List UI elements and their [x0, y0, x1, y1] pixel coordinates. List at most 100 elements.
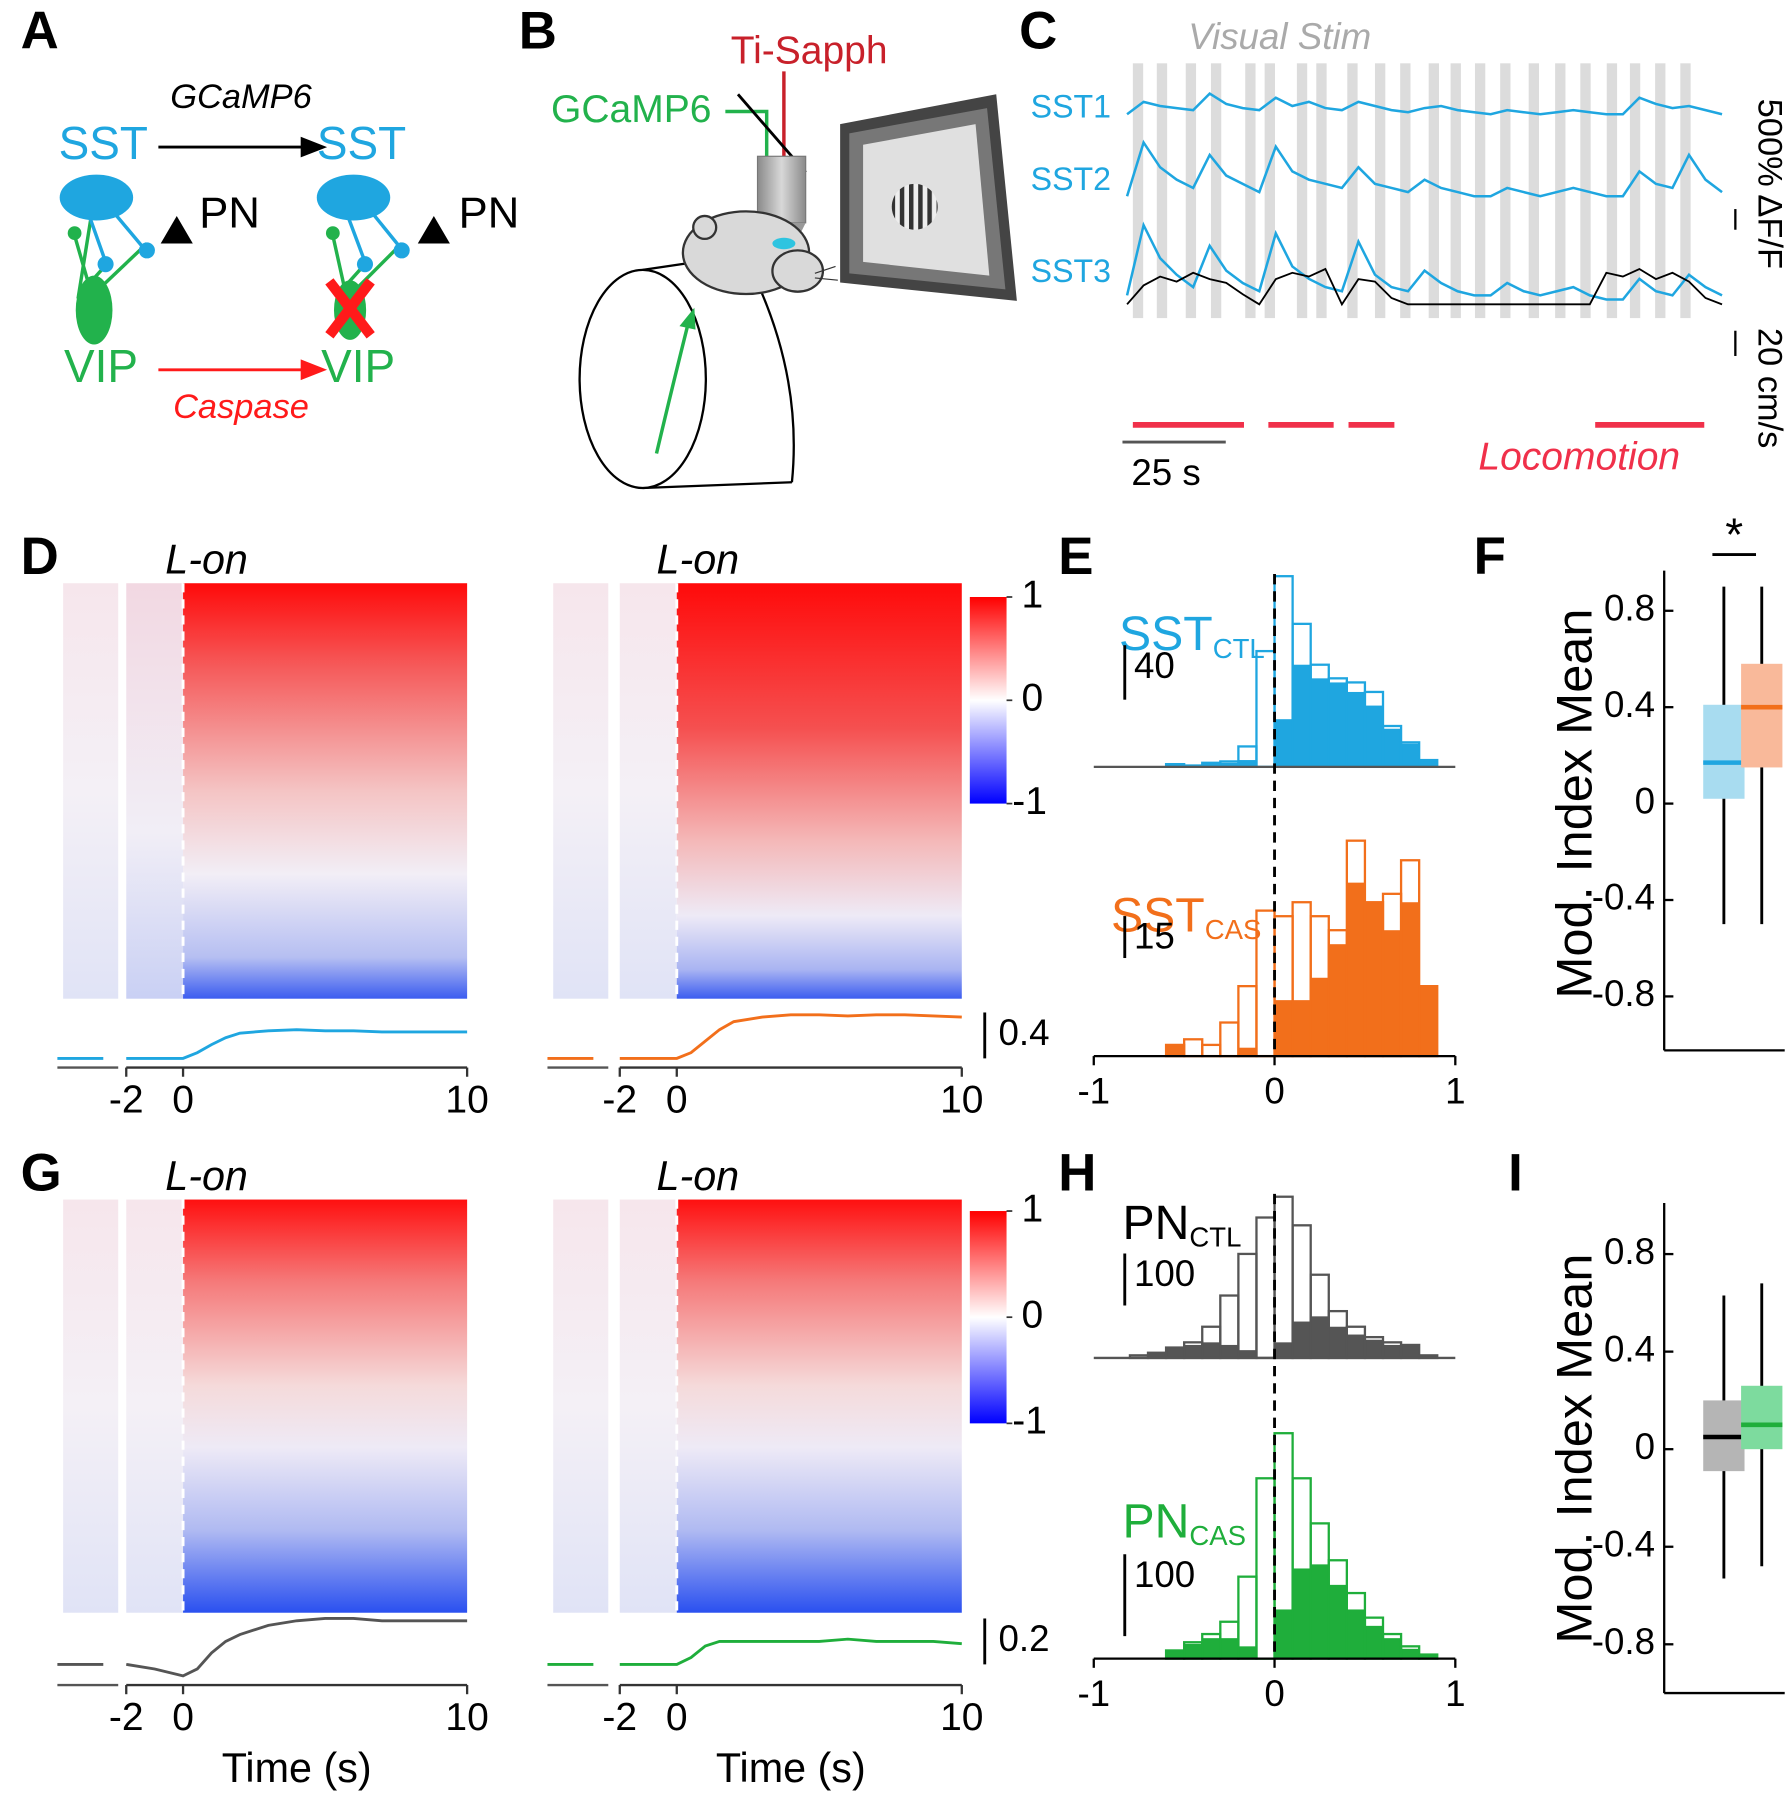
- cell-label: VIP: [64, 340, 138, 392]
- trace-label: SST1: [1031, 89, 1111, 125]
- scale-label: 25 s: [1131, 452, 1200, 493]
- heatmap-pre: [553, 583, 609, 999]
- x-tick-label: 0: [1264, 1673, 1284, 1714]
- count-bar: [1255, 649, 1276, 769]
- dff-trace: [1125, 139, 1723, 198]
- indicator-label: GCaMP6: [551, 88, 711, 131]
- x-tick-label: 0: [172, 1078, 194, 1121]
- heatmap-title: L-on: [656, 536, 739, 582]
- count-bar: [1255, 1477, 1276, 1660]
- significant-bar: [1310, 1316, 1329, 1358]
- significant-bar: [1184, 1344, 1203, 1358]
- significant-bar: [1383, 728, 1402, 767]
- significant-bar: [1274, 1342, 1293, 1358]
- significant-bar: [1238, 1646, 1257, 1659]
- box: [1741, 663, 1783, 768]
- significant-bar: [1383, 930, 1402, 1057]
- panel-letter: E: [1058, 527, 1093, 586]
- scale-label: 100: [1134, 1554, 1195, 1595]
- heatmap-baseline: [126, 1199, 184, 1613]
- significant-bar: [1401, 902, 1420, 1057]
- x-tick-label: 1: [1445, 1071, 1465, 1112]
- significant-bar: [1364, 1339, 1384, 1358]
- x-tick-label: 10: [940, 1696, 983, 1739]
- x-tick-label: -2: [602, 1696, 637, 1739]
- hist-subscript: CTL: [1189, 1222, 1241, 1253]
- significant-bar: [1346, 1609, 1365, 1659]
- stim-band: [1347, 63, 1358, 319]
- scale-label: 40: [1134, 645, 1175, 686]
- significance: *: [1725, 509, 1743, 561]
- cell-label: PN: [459, 189, 520, 237]
- colorbar-label: 1: [1021, 1187, 1043, 1230]
- dff-trace: [1125, 221, 1723, 301]
- panel-letter: D: [21, 527, 59, 586]
- significant-bar: [1148, 1352, 1167, 1358]
- significant-bar: [1274, 1000, 1293, 1057]
- significant-bar: [1238, 1047, 1257, 1057]
- trace-label: SST3: [1031, 253, 1111, 289]
- y-tick-label: -0.8: [1592, 973, 1655, 1014]
- stim-band: [1316, 63, 1327, 319]
- arrow-head: [300, 359, 328, 381]
- significant-bar: [1346, 882, 1365, 1057]
- scale-label: 0.2: [999, 1618, 1050, 1659]
- y-tick-label: -0.8: [1592, 1621, 1655, 1662]
- significant-bar: [1328, 1326, 1347, 1358]
- scale-label: 20 cm/s: [1750, 328, 1787, 449]
- colorbar: [969, 597, 1007, 804]
- significant-bar: [1364, 902, 1384, 1057]
- cell-label: PN: [199, 189, 260, 237]
- significant-bar: [1364, 1625, 1384, 1659]
- colorbar-label: -1: [1012, 1400, 1047, 1443]
- x-tick-label: -1: [1077, 1071, 1110, 1112]
- hist-subscript: CTL: [1213, 633, 1265, 664]
- stim-band: [1629, 63, 1641, 319]
- panel-letter: B: [519, 2, 557, 61]
- stim-band: [1428, 63, 1440, 319]
- x-tick-label: -2: [109, 1078, 144, 1121]
- dff-trace: [1126, 92, 1723, 116]
- significant-bar: [1383, 1344, 1402, 1358]
- significant-bar: [1401, 743, 1420, 767]
- x-tick-label: -2: [602, 1078, 637, 1121]
- significant-bar: [1419, 1355, 1438, 1358]
- mean-trace: [126, 1617, 468, 1678]
- colorbar-label: 0: [1021, 677, 1043, 720]
- significant-bar: [1220, 762, 1239, 767]
- heatmap-title: L-on: [165, 536, 248, 582]
- y-tick-label: 0.8: [1604, 1231, 1655, 1272]
- stim-band: [1606, 63, 1618, 319]
- colorbar: [969, 1211, 1007, 1424]
- box: [1741, 1385, 1783, 1450]
- count-bar: [1219, 1021, 1240, 1058]
- significant-bar: [1220, 1344, 1239, 1358]
- significant-bar: [1383, 1638, 1402, 1659]
- significant-bar: [1401, 1344, 1420, 1358]
- mouse: [681, 210, 838, 296]
- significant-bar: [1292, 1321, 1311, 1358]
- circuit-diagram: GCaMP6 SST SST PN PN VIP VIP Caspase: [59, 78, 520, 426]
- hist-subscript: CAS: [1205, 914, 1262, 945]
- count-bar: [1237, 1252, 1258, 1360]
- count-bar: [1237, 985, 1258, 1058]
- stim-band: [1474, 63, 1486, 319]
- significant-bar: [1328, 1584, 1347, 1659]
- box: [1703, 704, 1745, 799]
- y-tick-label: 0: [1635, 780, 1655, 821]
- scale-label: 0.4: [999, 1012, 1050, 1053]
- stim-band: [1500, 63, 1511, 319]
- significant-bar: [1310, 1564, 1329, 1659]
- x-tick-label: -2: [109, 1696, 144, 1739]
- hist-name: PN: [1122, 1494, 1189, 1548]
- mean-trace: [619, 1013, 962, 1060]
- heatmap-baseline: [619, 1199, 677, 1613]
- arrow-head: [300, 136, 328, 158]
- stim-band: [1680, 63, 1691, 319]
- significant-bar: [1238, 1350, 1257, 1358]
- count-bar: [1183, 1038, 1204, 1058]
- scale-label: 100: [1134, 1253, 1195, 1294]
- laser-label: Ti-Sapph: [731, 29, 888, 72]
- significant-bar: [1346, 691, 1365, 767]
